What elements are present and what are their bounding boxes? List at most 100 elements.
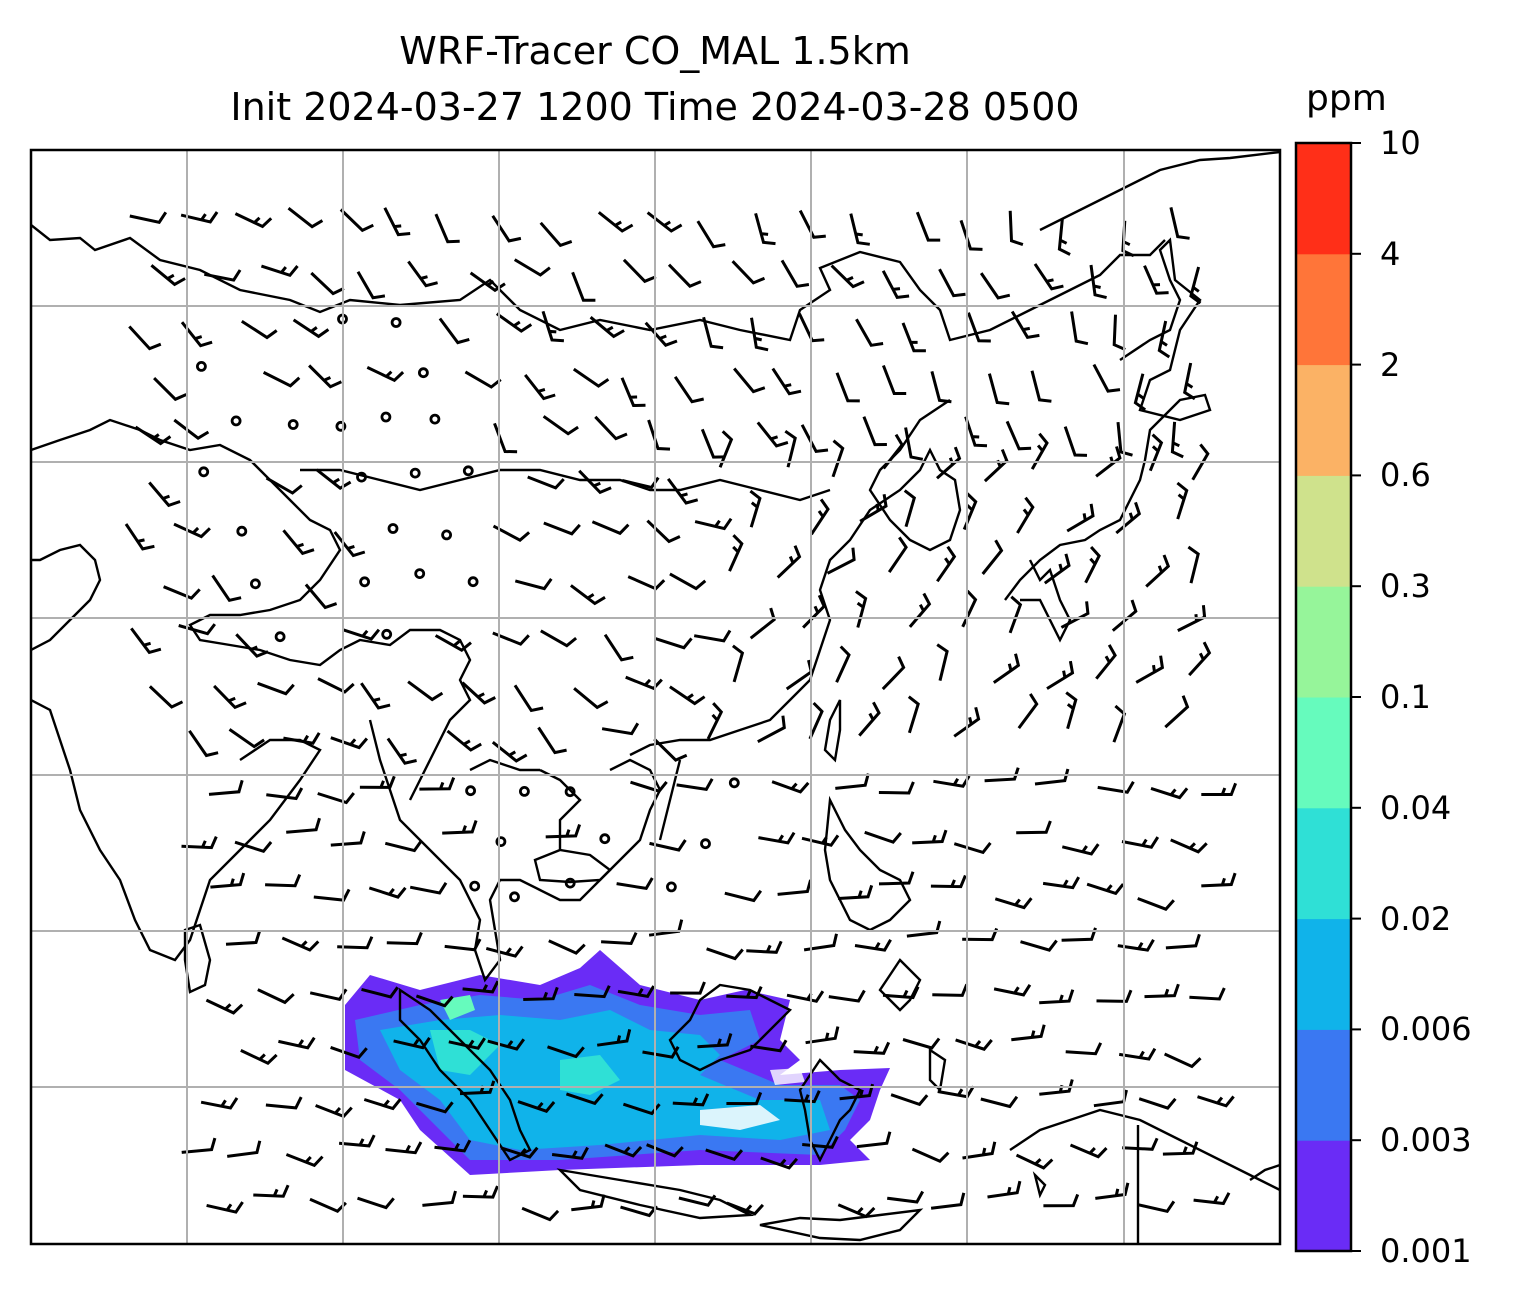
colorbar-tick-label: 0.6 (1380, 456, 1431, 495)
wind-barb (1162, 1141, 1199, 1156)
colorbar-segment (1296, 1029, 1351, 1141)
calm-wind-marker (356, 471, 367, 483)
wind-barb (981, 539, 1004, 575)
wind-barb (1118, 1047, 1157, 1061)
wind-barb (260, 264, 299, 278)
wind-barb (1095, 1182, 1130, 1200)
wind-barb (718, 430, 734, 468)
wind-barb (339, 208, 374, 233)
wind-barb (864, 830, 902, 844)
colorbar-segment (1296, 918, 1351, 1030)
calm-wind-marker (666, 881, 677, 893)
wind-barb (356, 270, 386, 300)
wind-barb (625, 675, 663, 691)
wind-barb (265, 874, 302, 888)
wind-barb (342, 628, 381, 641)
wind-barb (200, 1097, 239, 1110)
wind-barb (776, 545, 802, 579)
wind-barb (669, 685, 706, 706)
wind-barb (1042, 876, 1081, 890)
wind-barb (495, 312, 533, 333)
calm-wind-marker (495, 836, 507, 847)
wind-barb (726, 1091, 763, 1106)
wind-barb (357, 1196, 395, 1210)
wind-barb (492, 524, 531, 543)
wind-barb (1033, 263, 1064, 291)
wind-barb (1043, 1193, 1080, 1208)
wind-barb (1188, 641, 1212, 677)
wind-barb (915, 211, 941, 242)
colorbar-segment (1296, 697, 1351, 809)
wind-barb (130, 627, 162, 655)
wind-barb (444, 938, 482, 952)
calm-wind-marker (465, 785, 477, 797)
wind-barb (855, 318, 884, 347)
wind-barb (1015, 1153, 1054, 1170)
wind-barb (333, 531, 366, 558)
wind-barb (644, 321, 678, 347)
colorbar-tick-label: 0.1 (1380, 678, 1431, 716)
wind-barb (1165, 933, 1201, 950)
colorbar-tick-label: 0.04 (1380, 788, 1452, 827)
wind-barb (571, 271, 596, 302)
wind-barb (601, 931, 638, 946)
wind-barb (805, 1026, 840, 1045)
wind-barb (415, 994, 454, 1008)
wind-barb (749, 489, 762, 528)
wind-barb (124, 523, 155, 551)
wind-barb (464, 370, 502, 389)
colorbar-unit-label: ppm (1306, 78, 1387, 119)
wind-barb (517, 1100, 556, 1113)
wind-barb (1145, 554, 1171, 588)
wind-barb (1061, 927, 1097, 942)
wind-barb (448, 1037, 486, 1050)
colorbar-segment (1296, 807, 1351, 920)
wind-barb (760, 1156, 799, 1170)
wind-barb (385, 1141, 423, 1155)
wind-barb (930, 371, 952, 404)
wind-barb (434, 213, 460, 244)
wind-barb (422, 1190, 457, 1207)
coastlines (31, 150, 1280, 1244)
wind-barb (798, 312, 825, 343)
wind-barb (1150, 786, 1189, 800)
wind-barb (936, 545, 957, 583)
colorbar-tick-label: 0.3 (1380, 567, 1431, 606)
colorbar-segment (1296, 143, 1351, 255)
wind-barb (756, 421, 789, 448)
wind-barb (1189, 987, 1226, 1001)
wind-barb (830, 264, 865, 289)
colorbar (1296, 142, 1361, 1252)
wind-barb (317, 677, 355, 694)
colorbar-segment (1296, 475, 1351, 587)
wind-barb (148, 481, 181, 508)
calm-wind-marker (467, 576, 479, 588)
wind-barb (798, 209, 826, 239)
wind-barb (881, 655, 906, 691)
wind-barb (984, 767, 1020, 783)
wind-barb (777, 879, 813, 896)
wind-barb (938, 268, 966, 298)
wind-barb (487, 1038, 526, 1051)
wind-barb (672, 1093, 710, 1107)
wind-barb (911, 1147, 950, 1163)
wind-barb (604, 1143, 643, 1158)
wind-barb (621, 476, 660, 490)
wind-barb (434, 1139, 472, 1153)
calm-wind-marker (469, 880, 481, 892)
wind-barb (955, 1038, 993, 1051)
wind-barb (596, 1029, 632, 1047)
wind-barb (904, 427, 924, 461)
wind-barb (368, 886, 407, 899)
calm-wind-circles (195, 313, 740, 903)
wind-barbs (124, 207, 1238, 1222)
wind-barb (620, 377, 646, 408)
wind-barb (878, 781, 915, 795)
wind-barb (1201, 872, 1237, 888)
wind-barb (240, 319, 278, 340)
wind-barb (1117, 939, 1155, 952)
calm-wind-marker (599, 833, 611, 845)
wind-barb (855, 590, 868, 628)
wind-barb (285, 1153, 324, 1168)
wind-barb (304, 583, 338, 610)
